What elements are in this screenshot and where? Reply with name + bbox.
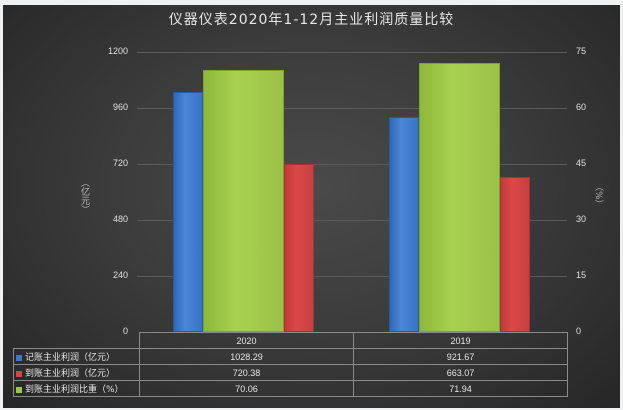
left-axis-label: （亿元） [79, 178, 89, 214]
left-tick-label: 480 [112, 214, 128, 224]
table-cell: 720.38 [139, 364, 354, 381]
bar-green-2020 [203, 70, 284, 332]
legend-entry: 到账主业利润（亿元） [13, 364, 140, 381]
right-tick-label: 75 [576, 46, 587, 56]
table-row: 到账主业利润（亿元） 720.38 663.07 [13, 364, 568, 381]
column-header: 2020 [139, 332, 354, 349]
legend-swatch-green-icon [16, 386, 22, 393]
chart-title: 仪器仪表2020年1-12月主业利润质量比较 [168, 12, 455, 28]
table-cell: 1028.29 [139, 348, 354, 365]
table-header-row: 2020 2019 [13, 332, 568, 349]
bar-blue-2020 [173, 92, 203, 332]
table-corner [13, 332, 140, 349]
left-tick-label: 240 [112, 270, 128, 280]
left-tick-label: 960 [112, 102, 128, 112]
legend-entry: 到账主业利润比重（%） [13, 380, 140, 397]
gridline [137, 164, 567, 165]
bar-red-2020 [284, 163, 314, 332]
bar-blue-2019 [389, 116, 419, 332]
legend-swatch-red-icon [16, 370, 22, 377]
column-header: 2019 [353, 332, 568, 349]
table-cell: 71.94 [353, 380, 568, 397]
right-tick-label: 45 [576, 158, 587, 168]
left-tick-label: 0 [122, 326, 128, 336]
table-cell: 663.07 [353, 364, 568, 381]
legend-swatch-blue-icon [16, 354, 22, 361]
right-tick-label: 60 [576, 102, 587, 112]
right-tick-label: 0 [576, 326, 582, 336]
table-cell: 921.67 [353, 348, 568, 365]
right-axis-label: （%） [593, 182, 603, 209]
gridline [137, 108, 567, 109]
right-tick-label: 15 [576, 270, 587, 280]
data-table: 2020 2019 记账主业利润（亿元） 1028.29 921.67 到账主业… [13, 332, 568, 397]
right-tick-label: 30 [576, 214, 587, 224]
bar-green-2019 [419, 63, 500, 332]
left-tick-label: 1200 [107, 46, 128, 56]
gridline [137, 276, 567, 277]
left-tick-label: 720 [112, 158, 128, 168]
legend-entry: 记账主业利润（亿元） [13, 348, 140, 365]
table-cell: 70.06 [139, 380, 354, 397]
table-row: 记账主业利润（亿元） 1028.29 921.67 [13, 348, 568, 365]
gridline [137, 52, 567, 53]
bar-red-2019 [500, 177, 530, 332]
gridline [137, 220, 567, 221]
table-row: 到账主业利润比重（%） 70.06 71.94 [13, 380, 568, 397]
